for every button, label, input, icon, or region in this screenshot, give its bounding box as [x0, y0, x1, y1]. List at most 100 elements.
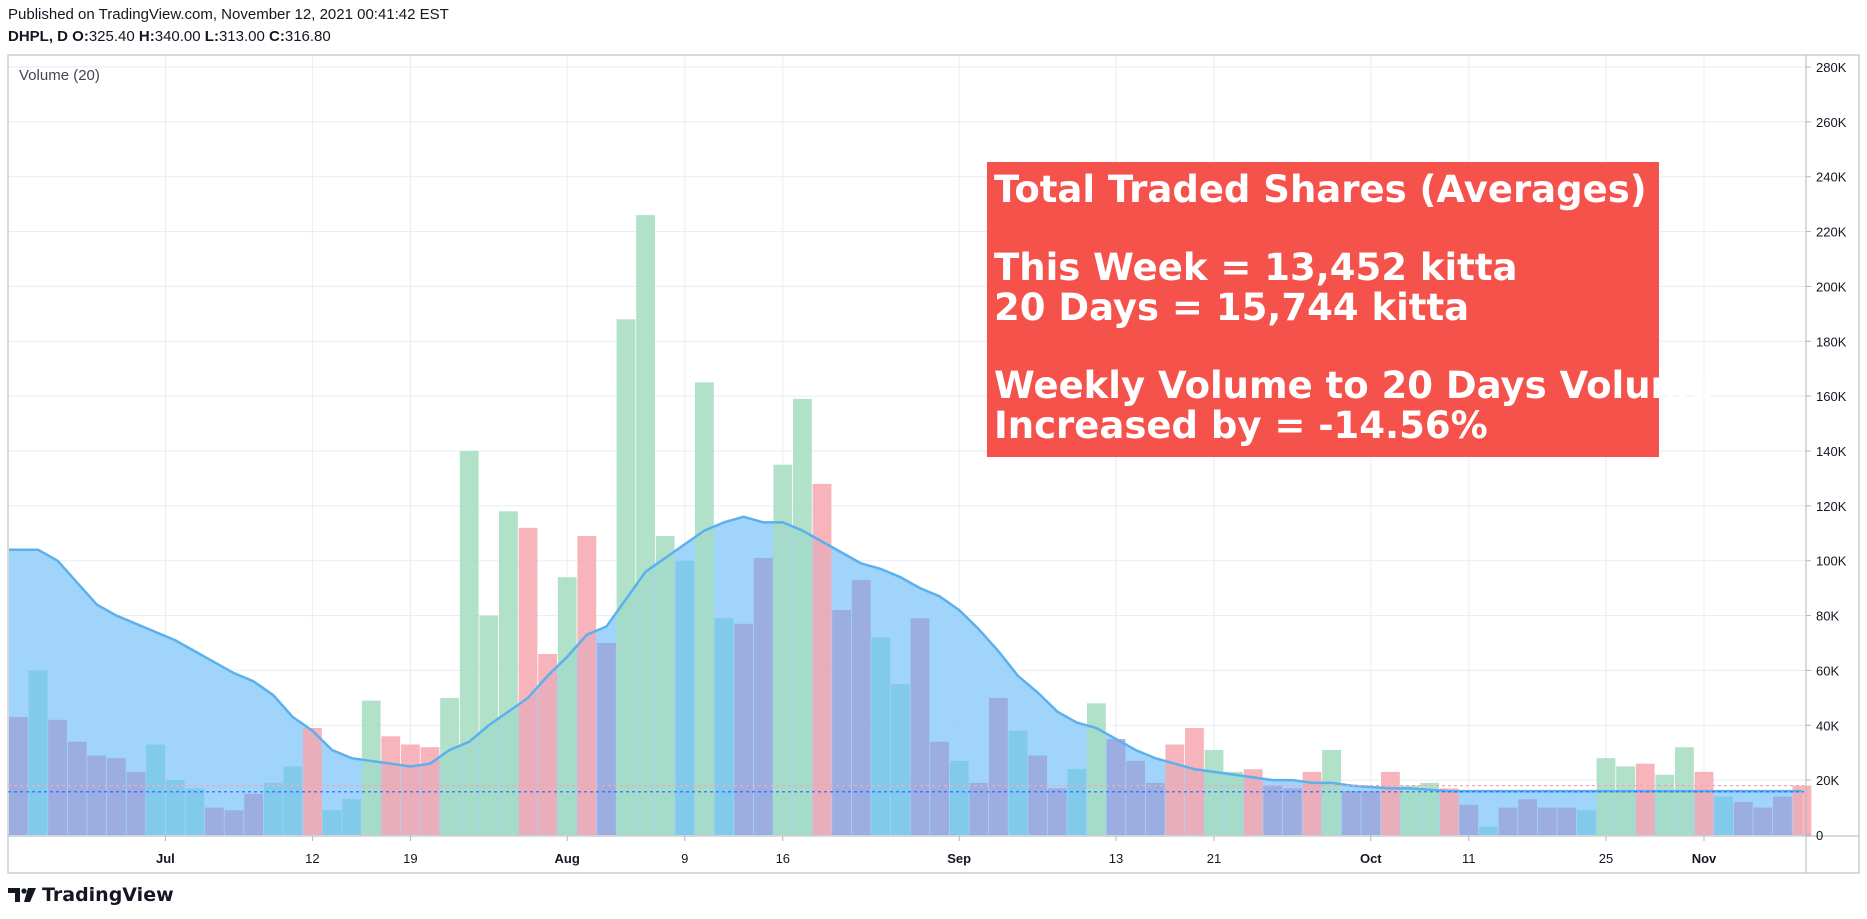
volume-bar-up	[361, 700, 381, 835]
volume-bar-up	[1224, 771, 1243, 835]
annotation-this-week: This Week = 13,452 kitta	[994, 246, 1518, 289]
x-tick-label: 12	[305, 851, 319, 866]
volume-bar-down	[303, 728, 322, 835]
volume-bar-down	[1733, 802, 1753, 835]
volume-bar-up	[1420, 782, 1439, 835]
volume-bar-up	[557, 577, 577, 835]
x-tick-label: Sep	[947, 851, 971, 866]
volume-bar-up	[165, 780, 185, 835]
y-tick-label: 160K	[1816, 389, 1847, 404]
volume-bar-up	[185, 788, 205, 835]
volume-bar-up	[1087, 703, 1106, 835]
volume-bar-up	[949, 760, 969, 835]
volume-bar-up	[283, 766, 303, 835]
y-tick-label: 240K	[1816, 170, 1847, 185]
volume-bar-up	[891, 684, 910, 835]
volume-bar-up	[636, 215, 655, 836]
volume-bar-down	[1381, 771, 1400, 835]
open-label: O:	[72, 28, 89, 45]
volume-bar-up	[28, 670, 48, 835]
volume-bar-up	[675, 560, 695, 835]
volume-bar-up	[1008, 730, 1028, 835]
symbol-label: DHPL, D	[8, 28, 68, 45]
volume-bar-down	[1302, 771, 1322, 835]
volume-bar-down	[1635, 763, 1655, 835]
tradingview-logo[interactable]: TradingView	[8, 883, 174, 907]
volume-bar-down	[1439, 788, 1459, 835]
volume-bar-down	[812, 483, 832, 835]
volume-bar-up	[1479, 826, 1498, 835]
volume-bar-up	[695, 382, 714, 835]
annotation-increase: Increased by = -14.56%	[994, 404, 1488, 447]
volume-bar-down	[1537, 807, 1557, 835]
volume-bar-down	[910, 618, 930, 835]
volume-bar-down	[107, 758, 126, 835]
volume-bar-down	[597, 643, 616, 835]
volume-bar-up	[773, 464, 793, 835]
volume-bar-down	[67, 741, 87, 835]
volume-bar-up	[1067, 769, 1087, 835]
x-tick-label: Nov	[1692, 851, 1717, 866]
indicator-label[interactable]: Volume (20)	[19, 67, 100, 84]
volume-bar-down	[420, 747, 440, 835]
volume-bar-up	[146, 744, 165, 835]
annotation-20-days: 20 Days = 15,744 kitta	[994, 286, 1470, 329]
annotation-title: Total Traded Shares (Averages)	[994, 168, 1647, 211]
annotation-weekly-vs-20d: Weekly Volume to 20 Days Volume	[994, 364, 1715, 407]
chart-frame	[7, 54, 1860, 874]
close-label: C:	[269, 28, 285, 45]
volume-bar-down	[851, 579, 871, 835]
volume-bar-down	[577, 536, 597, 835]
x-tick-label: 25	[1599, 851, 1613, 866]
open-value: 325.40	[88, 28, 135, 45]
volume-bar-up	[793, 398, 812, 835]
volume-bar-up	[1596, 758, 1616, 835]
volume-bar-down	[1518, 799, 1537, 835]
volume-bar-down	[1185, 728, 1204, 835]
annotation-box[interactable]: Total Traded Shares (Averages) This Week…	[987, 162, 1715, 457]
tradingview-logo-icon	[8, 888, 36, 902]
volume-bar-down	[518, 527, 538, 835]
volume-bar-down	[1792, 785, 1812, 835]
tradingview-brand: TradingView	[42, 884, 174, 906]
volume-bar-down	[126, 771, 146, 835]
volume-bar-down	[1773, 796, 1792, 835]
symbol-ohlc: DHPL, D O:325.40 H:340.00 L:313.00 C:316…	[8, 28, 331, 45]
volume-bar-down	[1145, 782, 1165, 835]
volume-bar-down	[1498, 807, 1518, 835]
volume-bar-down	[1341, 791, 1361, 835]
x-tick-label: 21	[1207, 851, 1221, 866]
volume-bar-down	[1557, 807, 1577, 835]
volume-bar-down	[969, 782, 989, 835]
x-tick-label: 19	[403, 851, 417, 866]
volume-bar-down	[87, 755, 107, 835]
volume-bar-down	[1126, 760, 1145, 835]
y-tick-label: 280K	[1816, 60, 1847, 75]
x-tick-label: 9	[681, 851, 688, 866]
volume-bar-down	[832, 610, 851, 835]
volume-bar-down	[205, 807, 224, 835]
volume-bar-down	[753, 558, 773, 835]
volume-bar-down	[1106, 739, 1126, 835]
volume-bar-up	[263, 782, 283, 835]
x-tick-label: 16	[776, 851, 790, 866]
volume-bar-up	[1400, 785, 1420, 835]
volume-bar-up	[1204, 750, 1224, 835]
y-tick-label: 40K	[1816, 718, 1839, 733]
x-tick-label: Oct	[1360, 851, 1382, 866]
y-tick-label: 100K	[1816, 554, 1847, 569]
y-tick-label: 0	[1816, 828, 1823, 843]
volume-bar-up	[342, 799, 361, 835]
volume-bar-down	[1361, 791, 1381, 835]
ma-line	[9, 515, 1802, 793]
y-tick-label: 140K	[1816, 444, 1847, 459]
low-label: L:	[204, 28, 219, 45]
volume-bar-up	[499, 511, 518, 835]
y-tick-label: 260K	[1816, 115, 1847, 130]
volume-bar-down	[381, 736, 401, 835]
volume-bar-up	[1577, 810, 1596, 835]
volume-bar-up	[1322, 750, 1341, 835]
volume-bar-down	[9, 717, 28, 835]
volume-bar-up	[1616, 766, 1635, 835]
